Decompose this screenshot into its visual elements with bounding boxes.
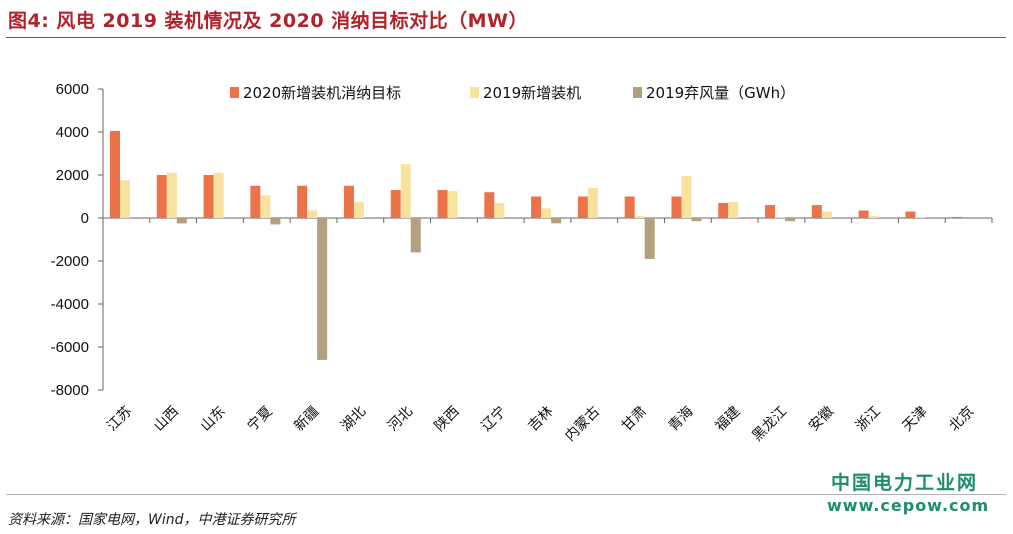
chart-bars xyxy=(110,130,963,360)
bar-1 xyxy=(156,175,167,218)
bar-2 xyxy=(728,201,739,218)
bar-2 xyxy=(120,180,130,218)
bar-1 xyxy=(905,211,916,218)
bar-2 xyxy=(400,164,411,218)
bar-1 xyxy=(250,185,261,218)
bar-2 xyxy=(494,202,505,218)
x-category-label: 陕西 xyxy=(432,404,463,435)
x-category-label: 福建 xyxy=(712,404,743,435)
legend-label-1: 2020新增装机消纳目标 xyxy=(243,84,401,102)
chart-axes: -8000 -6000 -4000 -2000 0 2000 4000 6000 江苏 山西 山东宁… xyxy=(51,81,993,445)
source-note: 资料来源：国家电网，Wind，中港证券研究所 xyxy=(8,512,296,528)
bar-2 xyxy=(821,211,832,218)
bar-3 xyxy=(785,218,796,222)
bar-2 xyxy=(213,172,224,218)
bar-1 xyxy=(390,190,401,218)
bar-1 xyxy=(577,196,588,218)
x-category-label: 天津 xyxy=(900,404,931,435)
y-tick-label: 4000 xyxy=(56,124,89,141)
bar-1 xyxy=(110,130,120,218)
bar-3 xyxy=(644,218,655,259)
y-tick-label: -4000 xyxy=(51,296,89,313)
x-category-label: 山西 xyxy=(151,404,182,435)
title-divider xyxy=(6,37,1006,38)
bar-2 xyxy=(868,215,879,218)
bar-1 xyxy=(718,202,729,218)
bar-2 xyxy=(307,210,318,218)
bar-1 xyxy=(484,192,495,218)
bar-1 xyxy=(765,205,776,218)
bar-3 xyxy=(691,218,702,222)
x-category-label: 湖北 xyxy=(338,404,369,435)
bar-2 xyxy=(353,201,364,218)
x-category-label: 安徽 xyxy=(806,404,837,435)
x-category-label: 青海 xyxy=(666,404,697,435)
source-divider xyxy=(6,494,1006,495)
x-category-label: 甘肃 xyxy=(619,404,650,435)
x-category-label: 内蒙古 xyxy=(562,404,603,445)
watermark-name: 中国电力工业网 xyxy=(831,472,979,494)
watermark-url: www.cepow.com xyxy=(827,496,990,515)
bar-1 xyxy=(297,185,308,218)
bar-1 xyxy=(671,196,682,218)
x-category-label: 宁夏 xyxy=(244,403,276,435)
bar-2 xyxy=(447,191,458,218)
bar-3 xyxy=(176,218,187,224)
x-category-label: 山东 xyxy=(198,404,229,435)
bar-3 xyxy=(317,218,328,360)
chart-legend: 2020新增装机消纳目标 2019新增装机 2019弃风量（GWh） xyxy=(230,84,795,102)
bar-1 xyxy=(858,210,869,218)
bar-2 xyxy=(634,215,645,218)
y-tick-label: -8000 xyxy=(51,382,89,399)
y-tick-label: 2000 xyxy=(56,167,89,184)
legend-label-3: 2019弃风量（GWh） xyxy=(646,84,795,102)
y-tick-label: -6000 xyxy=(51,339,89,356)
bar-2 xyxy=(260,195,271,218)
legend-swatch-2 xyxy=(470,87,479,98)
x-category-label: 新疆 xyxy=(291,404,322,435)
bar-1 xyxy=(203,175,214,218)
bar-1 xyxy=(952,216,963,218)
x-category-label: 辽宁 xyxy=(478,403,510,435)
x-category-label: 河北 xyxy=(385,404,416,435)
y-tick-label: 6000 xyxy=(56,81,89,98)
bar-2 xyxy=(681,176,692,218)
bar-chart: -8000 -6000 -4000 -2000 0 2000 4000 6000 江苏 山西 山东宁… xyxy=(51,81,993,445)
chart-title: 图4: 风电 2019 装机情况及 2020 消纳目标对比（MW） xyxy=(8,10,529,32)
y-tick-label: 0 xyxy=(81,210,89,227)
x-category-label: 江苏 xyxy=(104,404,135,435)
legend-label-2: 2019新增装机 xyxy=(483,84,581,102)
bar-2 xyxy=(541,208,552,218)
bar-2 xyxy=(166,172,177,218)
bar-2 xyxy=(915,216,926,218)
x-category-label: 吉林 xyxy=(525,404,556,435)
bar-1 xyxy=(437,190,448,218)
x-category-label: 北京 xyxy=(946,404,977,435)
bar-2 xyxy=(775,216,786,218)
bar-1 xyxy=(343,185,354,218)
bar-3 xyxy=(410,218,421,253)
bar-2 xyxy=(587,187,598,218)
legend-swatch-3 xyxy=(633,87,642,98)
x-category-label: 浙江 xyxy=(853,404,884,435)
legend-swatch-1 xyxy=(230,87,239,98)
bar-1 xyxy=(811,205,822,218)
bar-1 xyxy=(531,196,542,218)
bar-3 xyxy=(551,218,562,224)
x-category-label: 黑龙江 xyxy=(749,404,790,445)
bar-3 xyxy=(270,218,281,225)
bar-1 xyxy=(624,196,635,218)
y-tick-label: -2000 xyxy=(51,253,89,270)
